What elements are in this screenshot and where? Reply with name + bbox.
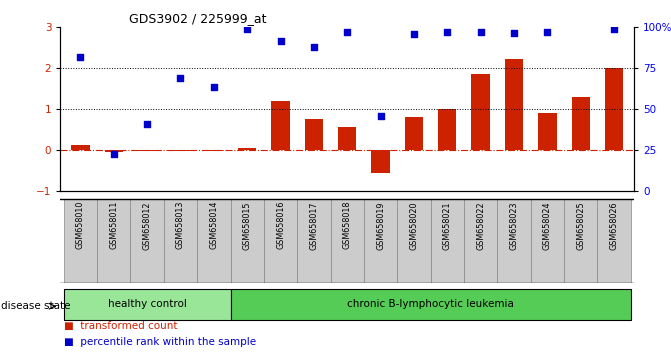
Point: [442, 29, 453, 35]
Bar: [438, 109, 456, 150]
Point: [475, 29, 486, 35]
Text: GSM658021: GSM658021: [443, 201, 452, 250]
Bar: [171, 150, 190, 151]
Text: chronic B-lymphocytic leukemia: chronic B-lymphocytic leukemia: [347, 299, 514, 309]
FancyBboxPatch shape: [130, 199, 164, 283]
Text: GSM658014: GSM658014: [209, 201, 218, 250]
Text: GSM658016: GSM658016: [276, 201, 285, 250]
Point: [509, 30, 519, 35]
Text: ■  transformed count: ■ transformed count: [64, 321, 177, 331]
Text: GSM658013: GSM658013: [176, 201, 185, 250]
Point: [209, 85, 219, 90]
Point: [242, 27, 252, 32]
Text: GSM658025: GSM658025: [576, 201, 585, 250]
Point: [375, 113, 386, 119]
FancyBboxPatch shape: [97, 199, 130, 283]
Bar: [405, 117, 423, 150]
FancyBboxPatch shape: [431, 199, 464, 283]
FancyBboxPatch shape: [364, 199, 397, 283]
Bar: [572, 97, 590, 150]
Text: GSM658011: GSM658011: [109, 201, 118, 250]
Text: healthy control: healthy control: [107, 299, 187, 309]
Text: GSM658010: GSM658010: [76, 201, 85, 250]
FancyBboxPatch shape: [231, 199, 264, 283]
Bar: [505, 59, 523, 150]
Bar: [138, 150, 156, 151]
Point: [609, 27, 619, 32]
Bar: [305, 119, 323, 150]
Bar: [71, 145, 89, 150]
Text: GSM658022: GSM658022: [476, 201, 485, 250]
Bar: [605, 68, 623, 150]
Text: GSM658017: GSM658017: [309, 201, 318, 250]
FancyBboxPatch shape: [64, 199, 97, 283]
Point: [109, 151, 119, 157]
FancyBboxPatch shape: [397, 199, 431, 283]
Point: [175, 75, 186, 81]
Point: [342, 29, 353, 35]
Point: [542, 29, 553, 35]
Text: GSM658026: GSM658026: [609, 201, 619, 250]
Text: disease state: disease state: [1, 301, 70, 311]
Point: [275, 38, 286, 44]
FancyBboxPatch shape: [564, 199, 597, 283]
FancyBboxPatch shape: [197, 199, 231, 283]
FancyBboxPatch shape: [64, 289, 231, 320]
Bar: [338, 127, 356, 150]
FancyBboxPatch shape: [297, 199, 331, 283]
Point: [142, 122, 152, 127]
Bar: [472, 74, 490, 150]
Text: ■  percentile rank within the sample: ■ percentile rank within the sample: [64, 337, 256, 347]
Point: [75, 55, 86, 60]
FancyBboxPatch shape: [597, 199, 631, 283]
Text: GSM658020: GSM658020: [409, 201, 419, 250]
FancyBboxPatch shape: [331, 199, 364, 283]
Bar: [238, 148, 256, 150]
Text: GSM658023: GSM658023: [509, 201, 519, 250]
Text: GSM658015: GSM658015: [243, 201, 252, 250]
Bar: [372, 150, 390, 173]
FancyBboxPatch shape: [464, 199, 497, 283]
Bar: [105, 150, 123, 152]
Text: GSM658019: GSM658019: [376, 201, 385, 250]
Text: GSM658012: GSM658012: [143, 201, 152, 250]
FancyBboxPatch shape: [497, 199, 531, 283]
Text: GSM658018: GSM658018: [343, 201, 352, 250]
FancyBboxPatch shape: [531, 199, 564, 283]
Bar: [538, 113, 556, 150]
FancyBboxPatch shape: [231, 289, 631, 320]
Point: [409, 31, 419, 37]
Text: GDS3902 / 225999_at: GDS3902 / 225999_at: [130, 12, 267, 25]
FancyBboxPatch shape: [164, 199, 197, 283]
Bar: [205, 150, 223, 151]
FancyBboxPatch shape: [264, 199, 297, 283]
Point: [309, 44, 319, 50]
Bar: [271, 101, 290, 150]
Text: GSM658024: GSM658024: [543, 201, 552, 250]
